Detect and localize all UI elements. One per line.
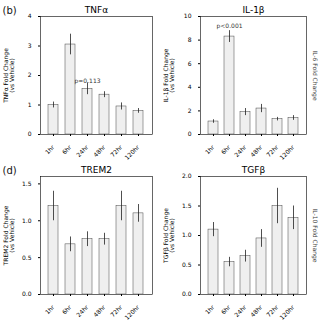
svg-text:6: 6 — [188, 60, 192, 67]
svg-text:(b): (b) — [3, 5, 17, 16]
svg-text:TNFα: TNFα — [84, 5, 108, 15]
svg-text:3: 3 — [28, 42, 32, 49]
svg-text:1.5: 1.5 — [182, 202, 192, 209]
svg-text:1hr: 1hr — [43, 303, 55, 315]
svg-text:IL-10 Fold Change: IL-10 Fold Change — [311, 209, 319, 263]
svg-text:0.5: 0.5 — [182, 261, 192, 268]
svg-text:0: 0 — [28, 130, 32, 137]
svg-text:0.5: 0.5 — [22, 254, 32, 261]
svg-text:1hr: 1hr — [203, 143, 215, 155]
svg-text:120hr: 120hr — [123, 143, 141, 160]
svg-text:0.0: 0.0 — [182, 290, 192, 297]
svg-text:24hr: 24hr — [75, 143, 90, 158]
svg-text:8: 8 — [188, 36, 192, 43]
svg-text:72hr: 72hr — [109, 143, 124, 158]
svg-text:1.5: 1.5 — [22, 180, 32, 187]
svg-text:6hr: 6hr — [60, 303, 72, 315]
svg-text:48hr: 48hr — [249, 303, 264, 318]
svg-text:1.0: 1.0 — [182, 231, 192, 238]
svg-text:48hr: 48hr — [249, 143, 264, 158]
svg-text:2: 2 — [28, 71, 32, 78]
svg-text:6hr: 6hr — [219, 143, 231, 155]
svg-text:72hr: 72hr — [264, 143, 280, 159]
svg-text:10: 10 — [184, 12, 192, 19]
svg-text:2.0: 2.0 — [182, 172, 192, 179]
svg-text:0: 0 — [188, 130, 192, 137]
svg-text:(d): (d) — [3, 165, 17, 176]
svg-text:TGFβ Fold Change(vs Vehicle): TGFβ Fold Change(vs Vehicle) — [162, 208, 175, 264]
svg-text:72hr: 72hr — [109, 303, 124, 318]
svg-text:TREM2: TREM2 — [80, 165, 112, 175]
svg-text:IL-1β Fold Change(vs Vehicle): IL-1β Fold Change(vs Vehicle) — [162, 48, 175, 102]
svg-text:1hr: 1hr — [43, 143, 55, 155]
svg-text:2: 2 — [188, 107, 192, 114]
svg-text:1.0: 1.0 — [22, 217, 32, 224]
svg-text:48hr: 48hr — [92, 303, 107, 318]
svg-text:TNFα Fold Change(vs Vehicle): TNFα Fold Change(vs Vehicle) — [2, 48, 15, 104]
svg-text:24hr: 24hr — [233, 143, 248, 158]
svg-text:24hr: 24hr — [75, 303, 90, 318]
svg-text:6hr: 6hr — [219, 303, 231, 315]
svg-text:1: 1 — [28, 101, 32, 108]
svg-text:4: 4 — [188, 83, 192, 90]
svg-text:1hr: 1hr — [203, 303, 215, 315]
svg-text:p=0.113: p=0.113 — [74, 77, 100, 85]
svg-text:72hr: 72hr — [264, 303, 280, 319]
svg-text:TGFβ: TGFβ — [241, 165, 266, 175]
svg-text:IL-6 Fold Change: IL-6 Fold Change — [311, 50, 319, 100]
svg-text:48hr: 48hr — [92, 143, 107, 158]
svg-text:24hr: 24hr — [233, 303, 248, 318]
svg-text:120hr: 120hr — [278, 143, 296, 160]
svg-text:4: 4 — [28, 12, 32, 19]
svg-text:120hr: 120hr — [123, 303, 141, 320]
svg-text:p<0.001: p<0.001 — [216, 22, 242, 30]
svg-text:0.0: 0.0 — [22, 290, 32, 297]
svg-text:TREM2 Fold Change(vs Vehicle): TREM2 Fold Change(vs Vehicle) — [2, 205, 15, 266]
svg-text:120hr: 120hr — [278, 303, 296, 320]
svg-text:6hr: 6hr — [60, 143, 72, 155]
svg-text:IL-1β: IL-1β — [242, 5, 264, 15]
